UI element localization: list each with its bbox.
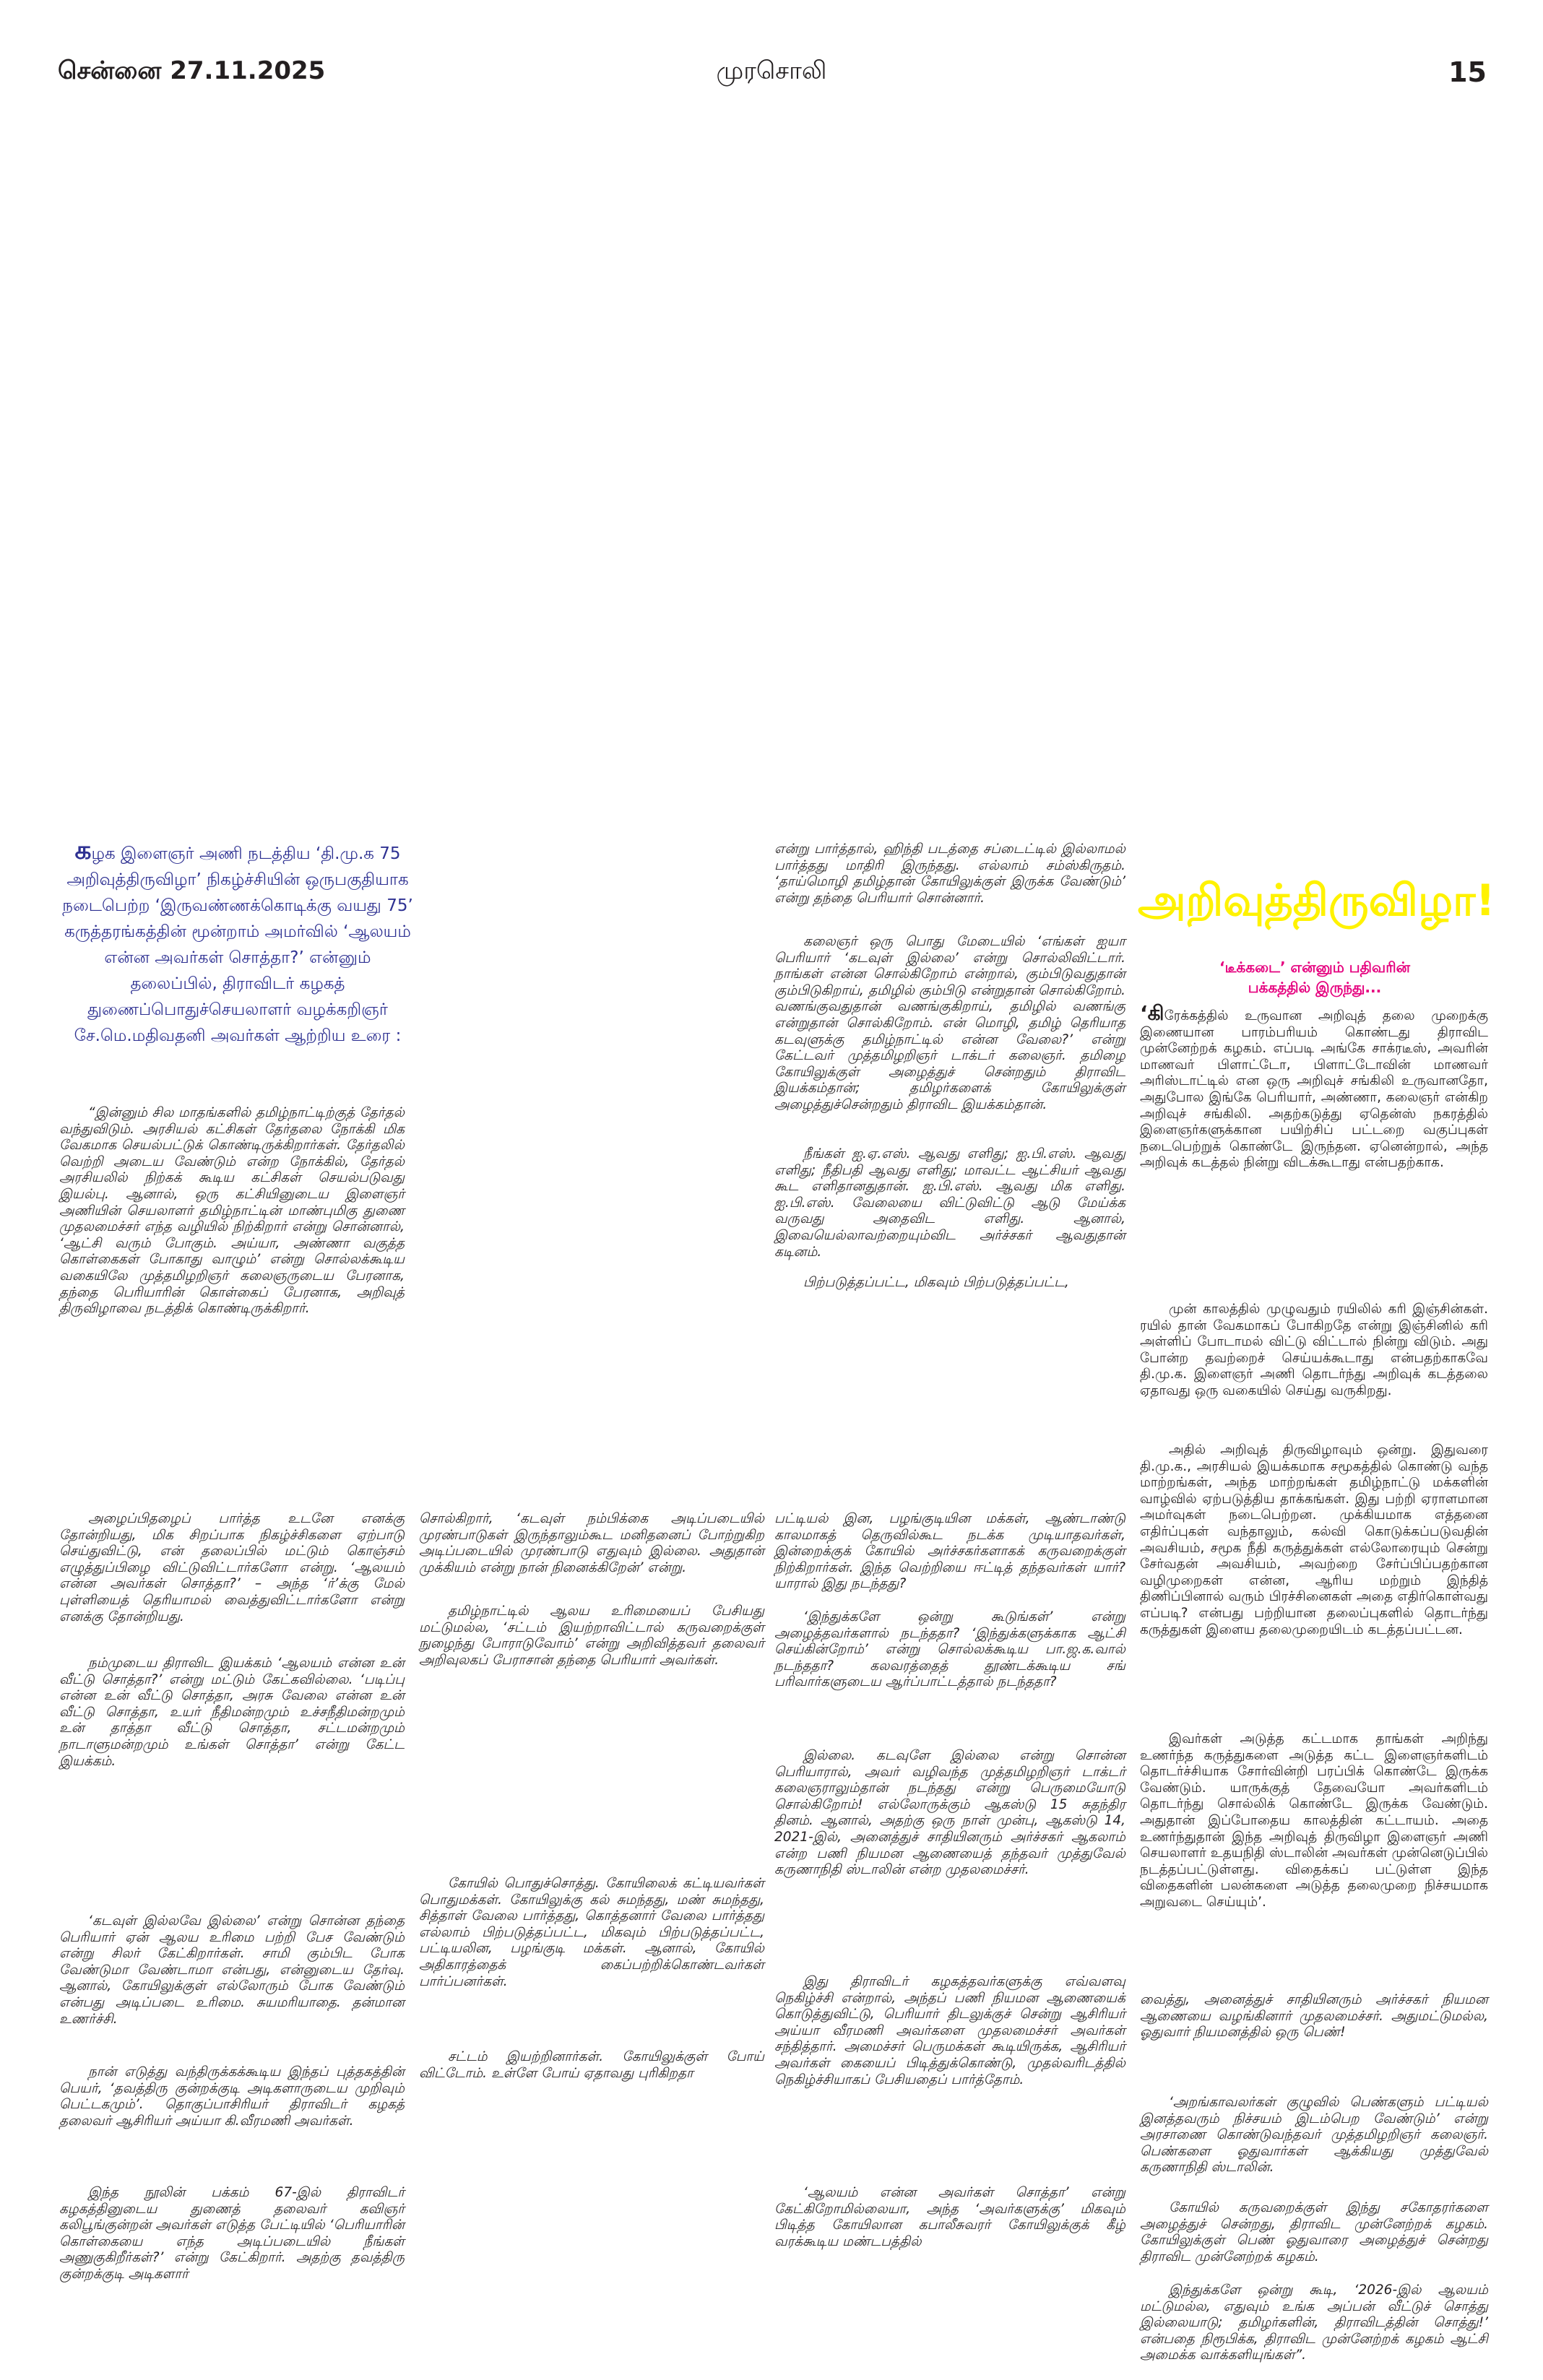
paragraph: தமிழ்நாட்டில் ஆலய உரிமையைப் பேசியது மட்ட… [419,1604,764,1668]
paragraph: நீங்கள் ஐ.ஏ.எஸ். ஆவது எளிது; ஐ.பி.எஸ். ஆ… [774,1146,1125,1260]
paragraph: இது திராவிடர் கழகத்தவர்களுக்கு எவ்வளவு ந… [774,1974,1125,2087]
paragraph: முன் காலத்தில் முழுவதும் ரயிலில் கரி இஞ்… [1140,1302,1488,1398]
paragraph: அழைப்பிதழைப் பார்த்த உடனே எனக்கு தோன்றிய… [59,1511,405,1624]
paragraph: பட்டியல் இன, பழங்குடியின மக்கள், ஆண்டாண்… [774,1511,1125,1592]
paragraph: ‘கடவுள் இல்லவே இல்லை’ என்று சொன்ன தந்தை … [59,1913,405,2027]
paragraph: இவர்கள் அடுத்த கட்டமாக தாங்கள் அறிந்து உ… [1140,1731,1488,1910]
paragraph: பிற்படுத்தப்பட்ட, மிகவும் பிற்படுத்தப்பட… [803,1275,1069,1290]
paragraph: சட்டம் இயற்றினார்கள். கோயிலுக்குள் போய் … [419,2049,764,2081]
paragraph-text: ரேக்கத்தில் உருவான அறிவுத் தலை முறைக்கு … [1140,1008,1488,1171]
article-column-top-left: “இன்னும் சில மாதங்களில் தமிழ்நாட்டிற்குத… [59,1105,405,1317]
paragraph: இந்துக்களே ஒன்று கூடி, ‘2026-இல் ஆலயம் ம… [1140,2282,1488,2363]
paragraph: என்று பார்த்தால், ஹிந்தி படத்தை சப்டைட்ட… [774,841,1125,906]
paragraph: வைத்து, அனைத்துச் சாதியினரும் அர்ச்சகர் … [1140,1992,1488,2041]
paragraph: “இன்னும் சில மாதங்களில் தமிழ்நாட்டிற்குத… [59,1105,405,1317]
paragraph: ‘இந்துக்களே ஒன்று கூடுங்கள்’ என்று அழைத்… [774,1609,1125,1690]
paragraph: ‘ஆலயம் என்ன அவர்கள் சொத்தா’ என்று கேட்கி… [774,2185,1125,2249]
paragraph: சொல்கிறார், ‘கடவுள் நம்பிக்கை அடிப்படையி… [419,1511,764,1575]
intro-drop-letter: க [74,836,92,865]
paragraph: நான் எடுத்து வந்திருக்கக்கூடிய இந்தப் பு… [59,2064,405,2129]
paragraph: ‘அறங்காவலர்கள் குழுவில் பெண்களும் பட்டிய… [1140,2095,1488,2176]
newspaper-name: முரசொலி [716,56,827,85]
paragraph: அதில் அறிவுத் திருவிழாவும் ஒன்று. இதுவரை… [1140,1442,1488,1637]
article-intro: கழக இளைஞர் அணி நடத்திய ‘தி.மு.க 75 அறிவு… [61,838,415,1049]
sidebar-title: அறிவுத்திருவிழா! [1138,875,1495,926]
issue-date: சென்னை 27.11.2025 [58,56,326,85]
paragraph: கோயில் கருவறைக்குள் இந்து சகோதரர்களை அழை… [1140,2200,1488,2264]
intro-text: ழக இளைஞர் அணி நடத்திய ‘தி.மு.க 75 அறிவுத… [62,844,413,1045]
paragraph: கோயில் பொதுச்சொத்து. கோயிலைக் கட்டியவர்க… [419,1876,764,1989]
paragraph: நம்முடைய திராவிட இயக்கம் ‘ஆலயம் என்ன உன்… [59,1656,405,1769]
paragraph: இந்த நூலின் பக்கம் 67-இல் திராவிடர் கழகத… [59,2185,405,2282]
sidebar-first-letter: ‘கி [1140,1001,1164,1025]
paragraph: ‘கிரேக்கத்தில் உருவான அறிவுத் தலை முறைக்… [1140,1003,1488,1172]
page-number: 15 [1448,56,1487,88]
subtitle-line: ‘டீக்கடை’ என்னும் பதிவரின் [1219,959,1410,976]
sidebar-subtitle: ‘டீக்கடை’ என்னும் பதிவரின் பக்கத்தில் இரு… [1138,957,1492,998]
subtitle-line: பக்கத்தில் இருந்து... [1248,979,1382,996]
paragraph: கலைஞர் ஒரு பொது மேடையில் ‘எங்கள் ஐயா பெர… [774,934,1125,1112]
paragraph: இல்லை. கடவுளே இல்லை என்று சொன்ன பெரியாரா… [774,1748,1125,1878]
